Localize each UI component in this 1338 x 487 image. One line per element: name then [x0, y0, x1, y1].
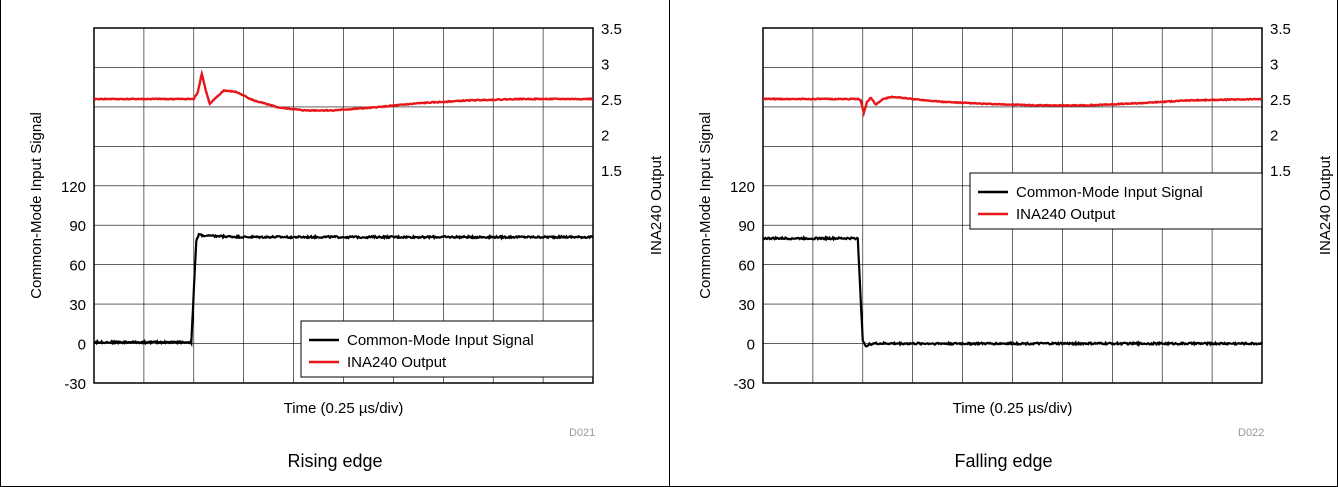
- series-ina240-output-line: [94, 69, 593, 113]
- series-ina240-output-line: [763, 95, 1262, 118]
- y-tick-label-left: 90: [69, 218, 86, 235]
- legend-box: [300, 320, 594, 378]
- y-axis-label-right: INA240 Output: [1317, 155, 1334, 255]
- y-axis-label-left: Common-Mode Input Signal: [28, 112, 45, 299]
- caption-falling: Falling edge: [954, 451, 1053, 471]
- y-tick-label-right: 2.5: [1270, 92, 1291, 109]
- figure-code: D022: [1238, 427, 1265, 439]
- y-axis-label-right: INA240 Output: [648, 155, 665, 255]
- legend-label: INA240 Output: [1016, 206, 1116, 223]
- y-tick-label-left: 0: [78, 337, 86, 354]
- y-tick-label-right: 3.5: [601, 21, 622, 38]
- chart-rising: -30 0 30 60 90 120 1.5 2 2.5 3 3.5 Common-Mode Inpu…: [28, 21, 665, 417]
- y-tick-label-left: 90: [738, 218, 755, 235]
- x-axis-label: Time (0.25 µs/div): [284, 400, 404, 417]
- y-tick-label-right: 2.5: [601, 92, 622, 109]
- y-tick-label-left: 0: [747, 337, 755, 354]
- y-tick-label-left: -30: [64, 376, 86, 393]
- y-axis-label-left: Common-Mode Input Signal: [697, 112, 714, 299]
- panel-rising: -30 0 30 60 90 120 1.5 2 2.5 3 3.5 Common-Mode Inpu…: [0, 0, 669, 487]
- y-tick-label-right: 3: [601, 57, 609, 74]
- y-tick-label-left: -30: [733, 376, 755, 393]
- legend-box: [969, 172, 1263, 230]
- panel-falling: -30 0 30 60 90 120 1.5 2 2.5 3 3.5 Common-Mode Inpu…: [669, 0, 1338, 487]
- y-tick-label-right: 1.5: [601, 163, 622, 180]
- legend: Common-Mode Input Signal INA240 Output: [300, 320, 594, 378]
- series-common-mode-line: [763, 235, 1262, 348]
- y-tick-label-left: 120: [730, 179, 755, 196]
- legend-label: Common-Mode Input Signal: [1016, 184, 1203, 201]
- y-tick-label-right: 3.5: [1270, 21, 1291, 38]
- y-tick-label-left: 60: [69, 258, 86, 275]
- y-tick-label-right: 2: [1270, 128, 1278, 145]
- series-common-mode-line: [94, 232, 593, 348]
- y-tick-label-right: 1.5: [1270, 163, 1291, 180]
- y-tick-label-left: 30: [738, 297, 755, 314]
- figure-code: D021: [569, 427, 596, 439]
- y-tick-label-right: 3: [1270, 57, 1278, 74]
- chart-falling: -30 0 30 60 90 120 1.5 2 2.5 3 3.5 Common-Mode Inpu…: [697, 21, 1334, 417]
- legend-label: Common-Mode Input Signal: [347, 332, 534, 349]
- plot-area-border: [93, 27, 594, 384]
- x-axis-label: Time (0.25 µs/div): [953, 400, 1073, 417]
- y-tick-label-left: 30: [69, 297, 86, 314]
- y-tick-label-right: 2: [601, 128, 609, 145]
- y-tick-label-left: 60: [738, 258, 755, 275]
- y-tick-label-left: 120: [61, 179, 86, 196]
- legend: Common-Mode Input Signal INA240 Output: [969, 172, 1263, 230]
- caption-rising: Rising edge: [287, 451, 383, 471]
- legend-label: INA240 Output: [347, 354, 447, 371]
